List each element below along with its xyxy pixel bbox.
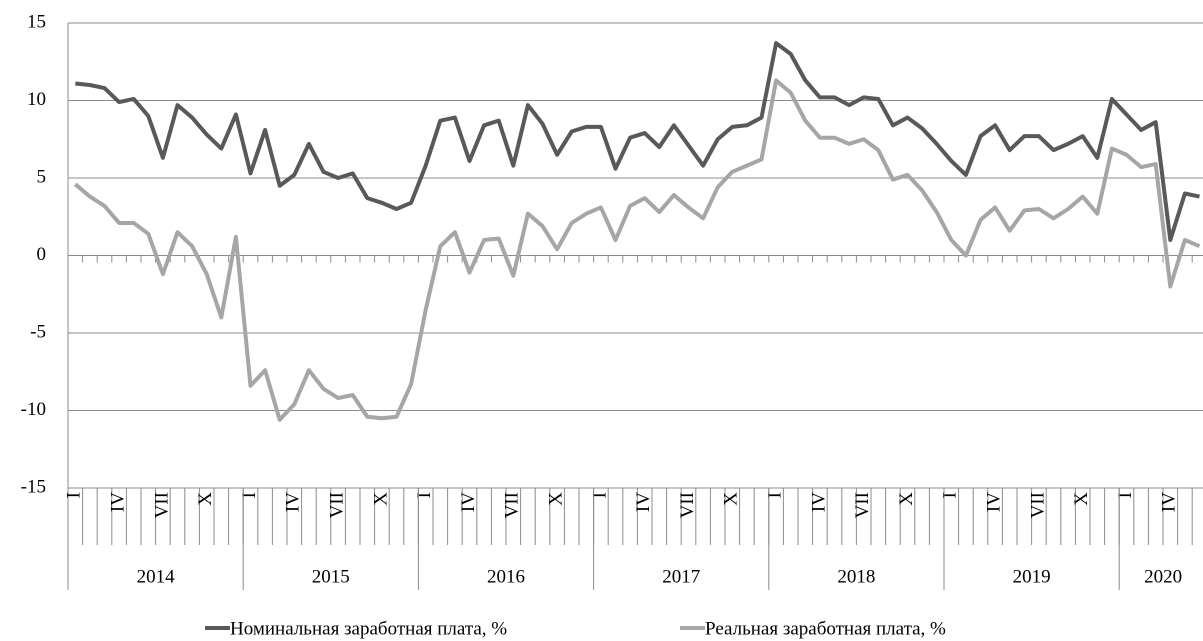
y-tick-label: 10 [27, 89, 46, 110]
x-tick-label: IV [283, 492, 304, 512]
x-tick-label: IV [458, 492, 479, 512]
year-label: 2015 [312, 566, 350, 587]
x-tick-label: X [545, 492, 566, 506]
x-tick-label: IV [983, 492, 1004, 512]
year-label: 2017 [662, 566, 700, 587]
y-tick-label: -15 [21, 476, 46, 497]
year-label: 2020 [1144, 566, 1182, 587]
x-tick-label: I [940, 492, 961, 498]
x-tick-label: I [414, 492, 435, 498]
year-label: 2018 [837, 566, 875, 587]
series-line [75, 41, 1200, 242]
x-tick-label: IV [107, 492, 128, 512]
x-tick-label: VII [1027, 492, 1048, 518]
x-tick-label: VII [151, 492, 172, 518]
x-tick-label: IV [808, 492, 829, 512]
x-tick-label: I [764, 492, 785, 498]
year-label: 2016 [487, 566, 525, 587]
x-tick-label: X [896, 492, 917, 506]
x-tick-label: X [370, 492, 391, 506]
y-tick-label: 0 [37, 244, 47, 265]
x-tick-label: VII [677, 492, 698, 518]
x-tick-label: IV [1159, 492, 1180, 512]
year-label: 2019 [1013, 566, 1051, 587]
series-line [74, 78, 1201, 422]
x-tick-label: X [1071, 492, 1092, 506]
x-tick-label: I [64, 492, 85, 498]
y-tick-label: -5 [30, 321, 46, 342]
x-tick-label: I [239, 492, 260, 498]
x-tick-label: X [721, 492, 742, 506]
x-tick-label: X [195, 492, 216, 506]
x-tick-label: VII [502, 492, 523, 518]
year-label: 2014 [137, 566, 176, 587]
legend-label: Реальная заработная плата, % [705, 618, 946, 639]
x-tick-label: IV [633, 492, 654, 512]
y-tick-label: 5 [37, 166, 47, 187]
y-tick-label: -10 [21, 399, 46, 420]
x-tick-label: VII [326, 492, 347, 518]
x-tick-label: I [1115, 492, 1136, 498]
y-tick-label: 15 [27, 11, 46, 32]
x-tick-label: VII [852, 492, 873, 518]
legend-label: Номинальная заработная плата, % [230, 618, 507, 639]
x-tick-label: I [589, 492, 610, 498]
